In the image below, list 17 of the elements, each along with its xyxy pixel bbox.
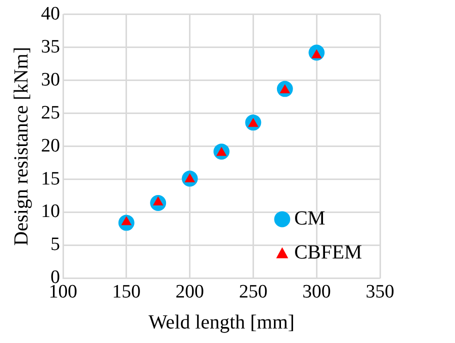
y-tick-label: 35 [41, 36, 60, 58]
legend-label: CM [294, 207, 326, 230]
x-tick-label: 350 [366, 282, 394, 303]
y-tick-label: 25 [41, 102, 60, 124]
y-axis-title: Design resistance [kNm] [10, 46, 32, 246]
x-tick-label: 150 [112, 282, 141, 303]
y-tick-label: 10 [41, 201, 60, 222]
x-tick-label: 200 [176, 282, 204, 303]
y-tick-label: 40 [41, 3, 60, 24]
x-tick-label: 300 [302, 282, 331, 303]
y-tick-label: 15 [41, 168, 60, 190]
y-tick-label: 5 [50, 234, 60, 256]
x-axis-title: Weld length [mm] [148, 311, 295, 334]
y-tick-label: 30 [41, 69, 60, 90]
y-tick-label: 20 [41, 135, 60, 156]
x-tick-label: 250 [238, 282, 268, 303]
legend-label: CBFEM [294, 241, 362, 264]
